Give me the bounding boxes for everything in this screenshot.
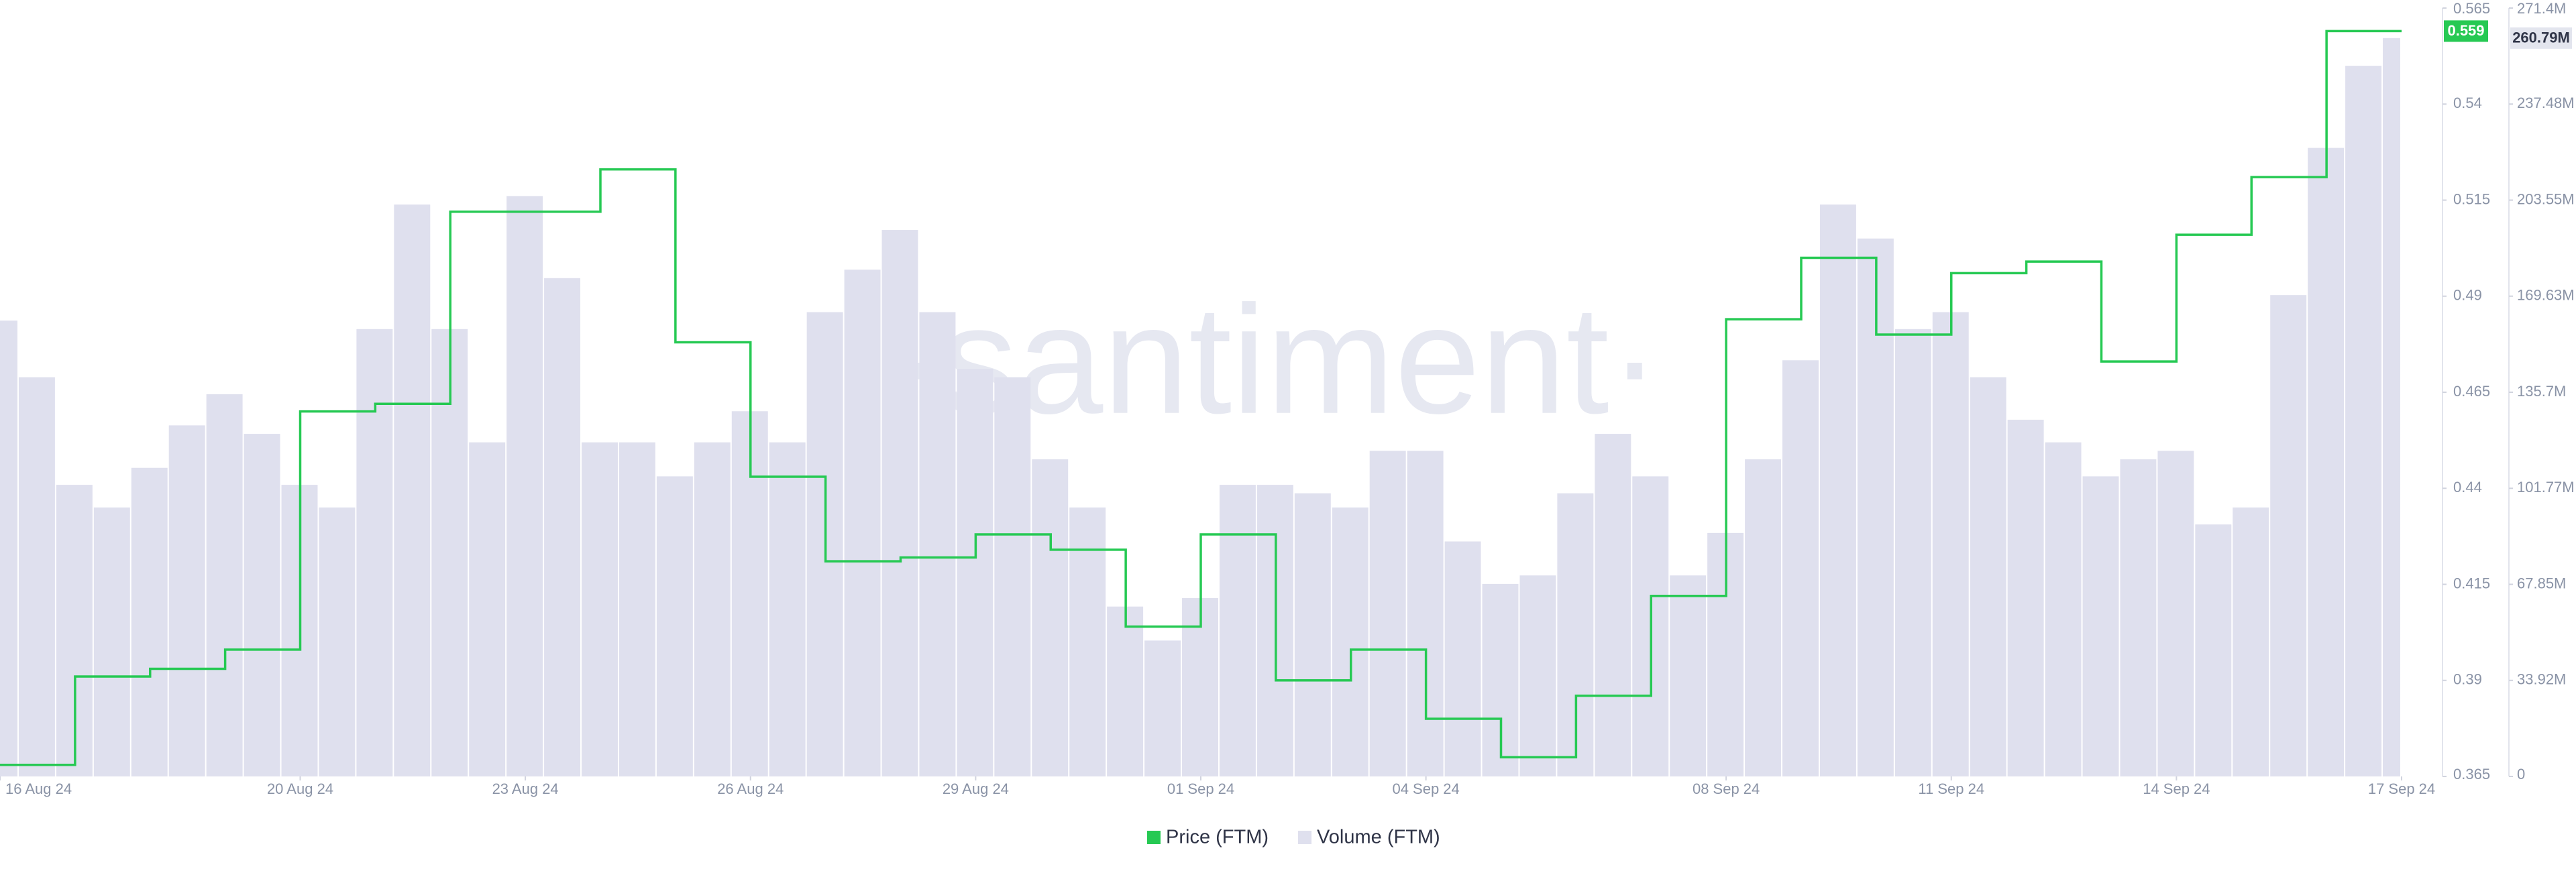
volume-tick-label: 203.55M	[2517, 190, 2575, 207]
price-tick-label: 0.515	[2453, 190, 2490, 207]
volume-bar	[919, 312, 956, 776]
price-tick-label: 0.49	[2453, 287, 2482, 304]
volume-tick-label: 135.7M	[2517, 383, 2566, 400]
volume-bar	[2383, 38, 2400, 776]
x-tick-label: 23 Aug 24	[492, 780, 559, 797]
volume-bar	[1782, 360, 1819, 776]
volume-bar	[2233, 507, 2269, 776]
volume-bar	[2082, 476, 2119, 776]
volume-bar	[2120, 459, 2157, 776]
volume-bar	[2308, 148, 2345, 776]
volume-bar	[1519, 575, 1556, 776]
volume-tick-label: 0	[2517, 766, 2525, 782]
volume-bar	[1932, 312, 1969, 776]
x-tick-label: 16 Aug 24	[5, 780, 72, 797]
price-tick-label: 0.565	[2453, 0, 2490, 17]
volume-bar	[1182, 597, 1218, 776]
x-tick-label: 14 Sep 24	[2143, 780, 2210, 797]
x-tick-label: 08 Sep 24	[1693, 780, 1760, 797]
volume-bar	[244, 434, 280, 776]
price-tick-label: 0.465	[2453, 383, 2490, 400]
volume-bar	[1294, 493, 1331, 776]
volume-badge	[2510, 27, 2572, 49]
volume-bar	[656, 476, 693, 776]
price-badge	[2444, 20, 2488, 42]
volume-bar	[206, 394, 243, 776]
volume-bar	[957, 368, 994, 776]
volume-bar	[1219, 485, 1256, 776]
volume-bar	[1894, 329, 1931, 776]
volume-bar	[93, 507, 130, 776]
price-tick-label: 0.54	[2453, 95, 2482, 111]
price-line	[0, 30, 2402, 766]
x-tick-label: 11 Sep 24	[1918, 780, 1984, 797]
volume-bar	[582, 442, 618, 776]
x-tick-label: 04 Sep 24	[1392, 780, 1459, 797]
price-tick-label: 0.44	[2453, 479, 2482, 495]
volume-bar	[1819, 205, 1856, 777]
volume-bar	[319, 507, 356, 776]
volume-tick-label: 33.92M	[2517, 671, 2566, 688]
volume-tick-label: 101.77M	[2517, 479, 2575, 495]
x-tick-label: 26 Aug 24	[717, 780, 784, 797]
x-tick-label: 29 Aug 24	[943, 780, 1009, 797]
volume-bar	[619, 442, 655, 776]
x-tick-label: 17 Sep 24	[2368, 780, 2435, 797]
volume-bar	[881, 230, 918, 776]
volume-bar	[2157, 451, 2194, 776]
volume-bar	[2007, 419, 2044, 776]
price-tick-label: 0.39	[2453, 671, 2482, 688]
volume-bar	[1970, 377, 2006, 776]
x-tick-label: 01 Sep 24	[1167, 780, 1234, 797]
volume-bar	[356, 329, 393, 776]
volume-bar	[2345, 66, 2382, 776]
volume-bar	[1369, 451, 1406, 776]
volume-tick-label: 271.4M	[2517, 0, 2566, 17]
volume-bar	[1670, 575, 1707, 776]
volume-bar	[1107, 606, 1144, 776]
volume-bar	[1069, 507, 1106, 776]
volume-tick-label: 237.48M	[2517, 95, 2575, 111]
price-badge-label: 0.559	[2447, 22, 2484, 39]
volume-bar	[2195, 524, 2232, 776]
volume-tick-label: 169.63M	[2517, 287, 2575, 304]
volume-bar	[131, 467, 168, 776]
volume-bar	[18, 377, 55, 776]
volume-bar	[394, 205, 431, 777]
volume-bar	[1032, 459, 1069, 776]
price-tick-label: 0.415	[2453, 575, 2490, 591]
volume-badge-label: 260.79M	[2512, 30, 2570, 46]
legend-swatch	[1298, 831, 1312, 844]
legend-swatch	[1147, 831, 1161, 844]
volume-bar	[994, 377, 1031, 776]
volume-bar	[694, 442, 731, 776]
volume-bar	[1144, 640, 1181, 776]
volume-bar	[1444, 541, 1481, 776]
volume-tick-label: 67.85M	[2517, 575, 2566, 591]
volume-bar	[1745, 459, 1782, 776]
volume-bar	[2045, 442, 2082, 776]
volume-bar	[844, 270, 881, 777]
price-tick-label: 0.365	[2453, 766, 2490, 782]
volume-bar	[1595, 434, 1631, 776]
volume-bar	[0, 320, 17, 776]
x-tick-label: 20 Aug 24	[267, 780, 333, 797]
volume-bar	[2270, 295, 2307, 777]
volume-bar	[1407, 451, 1444, 776]
legend-label: Volume (FTM)	[1317, 827, 1440, 848]
volume-bar	[168, 425, 205, 776]
volume-bar	[544, 278, 581, 776]
legend-label: Price (FTM)	[1166, 827, 1269, 848]
volume-bar	[506, 196, 543, 776]
volume-bar	[1332, 507, 1368, 776]
volume-bar	[769, 442, 806, 776]
volume-bar	[469, 442, 506, 776]
